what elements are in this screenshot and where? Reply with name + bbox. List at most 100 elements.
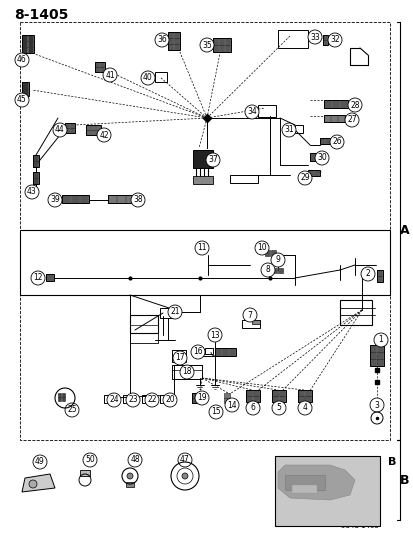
- Text: 10: 10: [256, 244, 266, 253]
- Bar: [228, 348, 235, 356]
- Circle shape: [206, 153, 219, 167]
- Text: 43: 43: [27, 188, 37, 197]
- Bar: [173, 38, 179, 44]
- Bar: [22, 35, 27, 41]
- Bar: [369, 359, 375, 366]
- Bar: [212, 45, 218, 52]
- Bar: [192, 393, 199, 403]
- Bar: [28, 35, 33, 41]
- Bar: [278, 396, 285, 401]
- Bar: [376, 276, 382, 281]
- Bar: [245, 396, 252, 401]
- Circle shape: [15, 93, 29, 107]
- Bar: [126, 195, 134, 203]
- Circle shape: [281, 123, 295, 137]
- Text: 35: 35: [202, 41, 211, 50]
- Bar: [214, 348, 235, 356]
- Bar: [323, 115, 344, 122]
- Circle shape: [178, 453, 192, 467]
- Circle shape: [154, 33, 169, 47]
- Text: 8: 8: [265, 265, 270, 274]
- Bar: [277, 268, 283, 272]
- Circle shape: [360, 267, 374, 281]
- Text: 28: 28: [349, 101, 359, 109]
- Text: 9348 1405: 9348 1405: [340, 523, 378, 529]
- Text: 15: 15: [211, 408, 220, 416]
- Circle shape: [25, 185, 39, 199]
- Circle shape: [244, 105, 259, 119]
- Bar: [307, 170, 319, 176]
- Bar: [297, 396, 304, 401]
- Bar: [123, 395, 131, 403]
- Bar: [91, 130, 95, 134]
- Circle shape: [195, 241, 209, 255]
- Bar: [271, 390, 278, 395]
- Bar: [307, 170, 313, 175]
- Bar: [376, 352, 382, 359]
- Bar: [65, 123, 75, 133]
- Circle shape: [173, 351, 187, 365]
- Bar: [322, 35, 327, 39]
- Text: 1: 1: [378, 335, 382, 344]
- Bar: [242, 320, 259, 328]
- Text: 29: 29: [299, 174, 309, 182]
- Circle shape: [297, 401, 311, 415]
- Bar: [212, 38, 218, 44]
- Circle shape: [126, 393, 140, 407]
- Text: 39: 39: [50, 196, 60, 205]
- Text: 42: 42: [99, 131, 109, 140]
- Bar: [297, 390, 311, 402]
- Bar: [173, 32, 179, 37]
- Circle shape: [314, 151, 328, 165]
- Bar: [257, 105, 275, 117]
- Polygon shape: [22, 474, 55, 492]
- Bar: [252, 320, 259, 324]
- Bar: [304, 390, 311, 395]
- Bar: [245, 390, 259, 402]
- Text: 6: 6: [250, 403, 255, 413]
- Bar: [322, 35, 327, 45]
- Bar: [22, 89, 28, 95]
- Circle shape: [107, 393, 121, 407]
- Bar: [108, 195, 135, 203]
- Bar: [159, 395, 168, 403]
- Text: 4: 4: [302, 403, 307, 413]
- Bar: [104, 395, 112, 403]
- Circle shape: [103, 68, 117, 82]
- Text: 17: 17: [175, 353, 184, 362]
- Circle shape: [128, 453, 142, 467]
- Bar: [168, 44, 173, 50]
- Bar: [171, 350, 185, 362]
- Bar: [330, 115, 337, 122]
- Bar: [65, 123, 69, 127]
- Bar: [126, 482, 134, 487]
- Text: 47: 47: [180, 456, 190, 464]
- Text: 36: 36: [157, 36, 166, 44]
- Bar: [214, 348, 221, 356]
- Circle shape: [33, 455, 47, 469]
- Text: 45: 45: [17, 95, 27, 104]
- Bar: [28, 47, 33, 52]
- Text: 16: 16: [193, 348, 202, 357]
- Circle shape: [83, 453, 97, 467]
- Bar: [271, 390, 285, 402]
- Bar: [223, 393, 230, 398]
- Circle shape: [145, 393, 159, 407]
- Circle shape: [347, 98, 361, 112]
- Text: 19: 19: [197, 393, 206, 402]
- Bar: [130, 315, 158, 333]
- Text: 38: 38: [133, 196, 142, 205]
- Circle shape: [344, 113, 358, 127]
- Bar: [322, 40, 327, 44]
- Bar: [369, 352, 375, 359]
- Bar: [271, 268, 277, 272]
- Bar: [204, 348, 212, 354]
- Bar: [331, 100, 339, 108]
- Bar: [95, 67, 99, 71]
- Circle shape: [168, 305, 182, 319]
- Bar: [224, 45, 230, 52]
- Bar: [271, 396, 278, 401]
- Bar: [274, 456, 379, 526]
- Bar: [277, 30, 307, 48]
- Bar: [86, 125, 90, 130]
